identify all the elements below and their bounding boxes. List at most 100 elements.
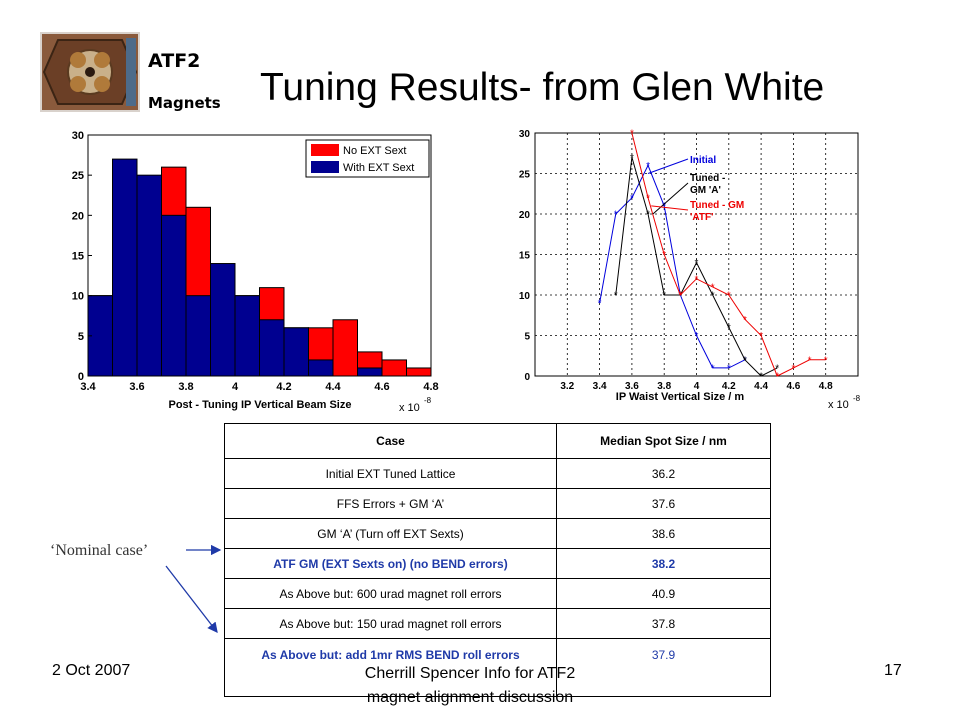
brand-line-2: Magnets [148, 94, 221, 112]
table-row: As Above but: 600 urad magnet roll error… [224, 578, 771, 609]
bar-no-ext-sext [332, 319, 358, 377]
annotation-gm-a-1: Tuned - [690, 173, 725, 184]
x-tick-label: 4.8 [819, 381, 833, 392]
series-initial-point: * [695, 331, 699, 342]
bar-with-ext-sext [185, 295, 211, 377]
series-tuned-gm-atf-point: * [695, 274, 699, 285]
x-tick-label: 4.4 [754, 381, 768, 392]
case-cell: As Above but: add 1mr RMS BEND roll erro… [224, 638, 557, 697]
x-tick-label: 3.8 [657, 381, 671, 392]
series-tuned-gm-atf-point: * [824, 355, 828, 366]
table-header-row: Case Median Spot Size / nm [224, 423, 771, 459]
series-initial-line [599, 164, 746, 369]
case-cell: As Above but: 150 urad magnet roll error… [224, 608, 557, 639]
x-tick-label: 4.2 [276, 381, 291, 393]
bar-with-ext-sext [112, 158, 138, 377]
annotation-initial: Initial [690, 155, 716, 166]
brand-line-1: ATF2 [148, 50, 201, 72]
annotation-initial-leader [647, 158, 689, 174]
y-tick-label: 20 [72, 210, 84, 222]
series-initial-point: * [678, 291, 682, 302]
annotation-gm-a-2: GM 'A' [690, 185, 721, 196]
legend-label-with-ext: With EXT Sext [343, 162, 414, 174]
x-tick-label: 3.6 [129, 381, 144, 393]
column-header-case: Case [224, 423, 557, 459]
bar-with-ext-sext [283, 327, 309, 377]
x-tick-label: 4.6 [374, 381, 389, 393]
x-tick-label: 3.2 [560, 381, 574, 392]
bar-no-ext-sext [406, 367, 432, 377]
series-initial-point: * [743, 355, 747, 366]
series-tuned-gm-atf-point: * [775, 372, 779, 383]
series-initial-point: * [727, 363, 731, 374]
y-tick-label: 5 [78, 331, 84, 343]
y-tick-label: 25 [72, 170, 84, 182]
bar-with-ext-sext [161, 214, 187, 377]
series-tuned-gm-a-point: * [695, 258, 699, 269]
series-tuned-gm-a-point: * [775, 363, 779, 374]
value-cell: 38.2 [556, 548, 771, 579]
line-chart: 3.2 3.4 3.6 3.8 4 4.2 4.4 4.6 4.8 0 5 10 15 20 25 30 *… [519, 129, 861, 412]
bar-with-ext-sext [357, 367, 383, 377]
y-tick-label: 25 [519, 170, 531, 181]
value-cell: 40.9 [556, 578, 771, 609]
value-cell: 37.6 [556, 488, 771, 519]
histogram-x-multiplier: x 10 [399, 402, 420, 414]
histogram-x-exponent: -8 [424, 396, 432, 405]
value-cell: 38.6 [556, 518, 771, 549]
histogram-chart: 3.4 3.6 3.8 4 4.2 4.4 4.6 4.8 0 5 10 15 20 25 30 No E… [72, 130, 439, 414]
y-tick-label: 10 [519, 291, 531, 302]
footer-line-2: magnet alignment discussion [366, 689, 574, 706]
value-cell: 37.9 [556, 638, 771, 697]
y-tick-label: 20 [519, 210, 531, 221]
column-header-median: Median Spot Size / nm [556, 423, 771, 459]
series-initial-point: * [630, 193, 634, 204]
bar-with-ext-sext [308, 359, 334, 377]
series-initial-point: * [711, 363, 715, 374]
x-tick-label: 4.4 [325, 381, 341, 393]
series-tuned-gm-a-point: * [678, 291, 682, 302]
x-tick-label: 4.6 [786, 381, 800, 392]
annotation-atf-leader [651, 205, 689, 211]
value-cell: 36.2 [556, 458, 771, 489]
line-x-exponent: -8 [853, 394, 861, 403]
x-tick-label: 3.4 [80, 381, 96, 393]
footer-line-1: Cherrill Spencer Info for ATF2 [364, 665, 576, 682]
y-tick-label: 30 [519, 129, 531, 140]
x-tick-label: 4.2 [722, 381, 736, 392]
table-row: GM ‘A’ (Turn off EXT Sexts) 38.6 [224, 518, 771, 549]
series-tuned-gm-a-point: * [630, 153, 634, 164]
arrow-to-bend-row [165, 565, 218, 634]
x-tick-label: 4.8 [423, 381, 438, 393]
y-tick-label: 30 [72, 130, 84, 142]
series-tuned-gm-atf-point: * [662, 250, 666, 261]
line-plot-frame [534, 132, 859, 377]
series-tuned-gm-atf-point: * [630, 129, 634, 140]
page-number: 17 [884, 662, 902, 679]
series-tuned-gm-atf-point: * [791, 363, 795, 374]
histogram-x-axis-label: Post - Tuning IP Vertical Beam Size [169, 399, 352, 411]
series-tuned-gm-a-point: * [614, 291, 618, 302]
case-cell: FFS Errors + GM ‘A’ [224, 488, 557, 519]
x-tick-label: 3.4 [593, 381, 607, 392]
series-tuned-gm-atf-point: * [678, 291, 682, 302]
y-tick-label: 5 [524, 332, 530, 343]
histogram-legend: No EXT Sext With EXT Sext [305, 139, 430, 178]
footer-date: 2 Oct 2007 [52, 662, 131, 679]
series-tuned-gm-a-point: * [662, 291, 666, 302]
series-tuned-gm-a-point: * [759, 372, 763, 383]
case-cell: GM ‘A’ (Turn off EXT Sexts) [224, 518, 557, 549]
nominal-case-label: ‘Nominal case’ [50, 542, 149, 559]
x-tick-label: 3.8 [178, 381, 193, 393]
series-tuned-gm-atf-point: * [711, 282, 715, 293]
y-tick-label: 15 [519, 251, 531, 262]
results-table: Case Median Spot Size / nm Initial EXT T… [224, 423, 771, 697]
line-x-axis-label: IP Waist Vertical Size / m [616, 391, 745, 403]
x-tick-label: 4 [694, 381, 700, 392]
bar-with-ext-sext [87, 295, 113, 377]
series-tuned-gm-a-point: * [711, 291, 715, 302]
x-tick-label: 3.6 [625, 381, 639, 392]
x-tick-label: 4 [232, 381, 239, 393]
series-initial-point: * [646, 161, 650, 172]
case-cell: ATF GM (EXT Sexts on) (no BEND errors) [224, 548, 557, 579]
